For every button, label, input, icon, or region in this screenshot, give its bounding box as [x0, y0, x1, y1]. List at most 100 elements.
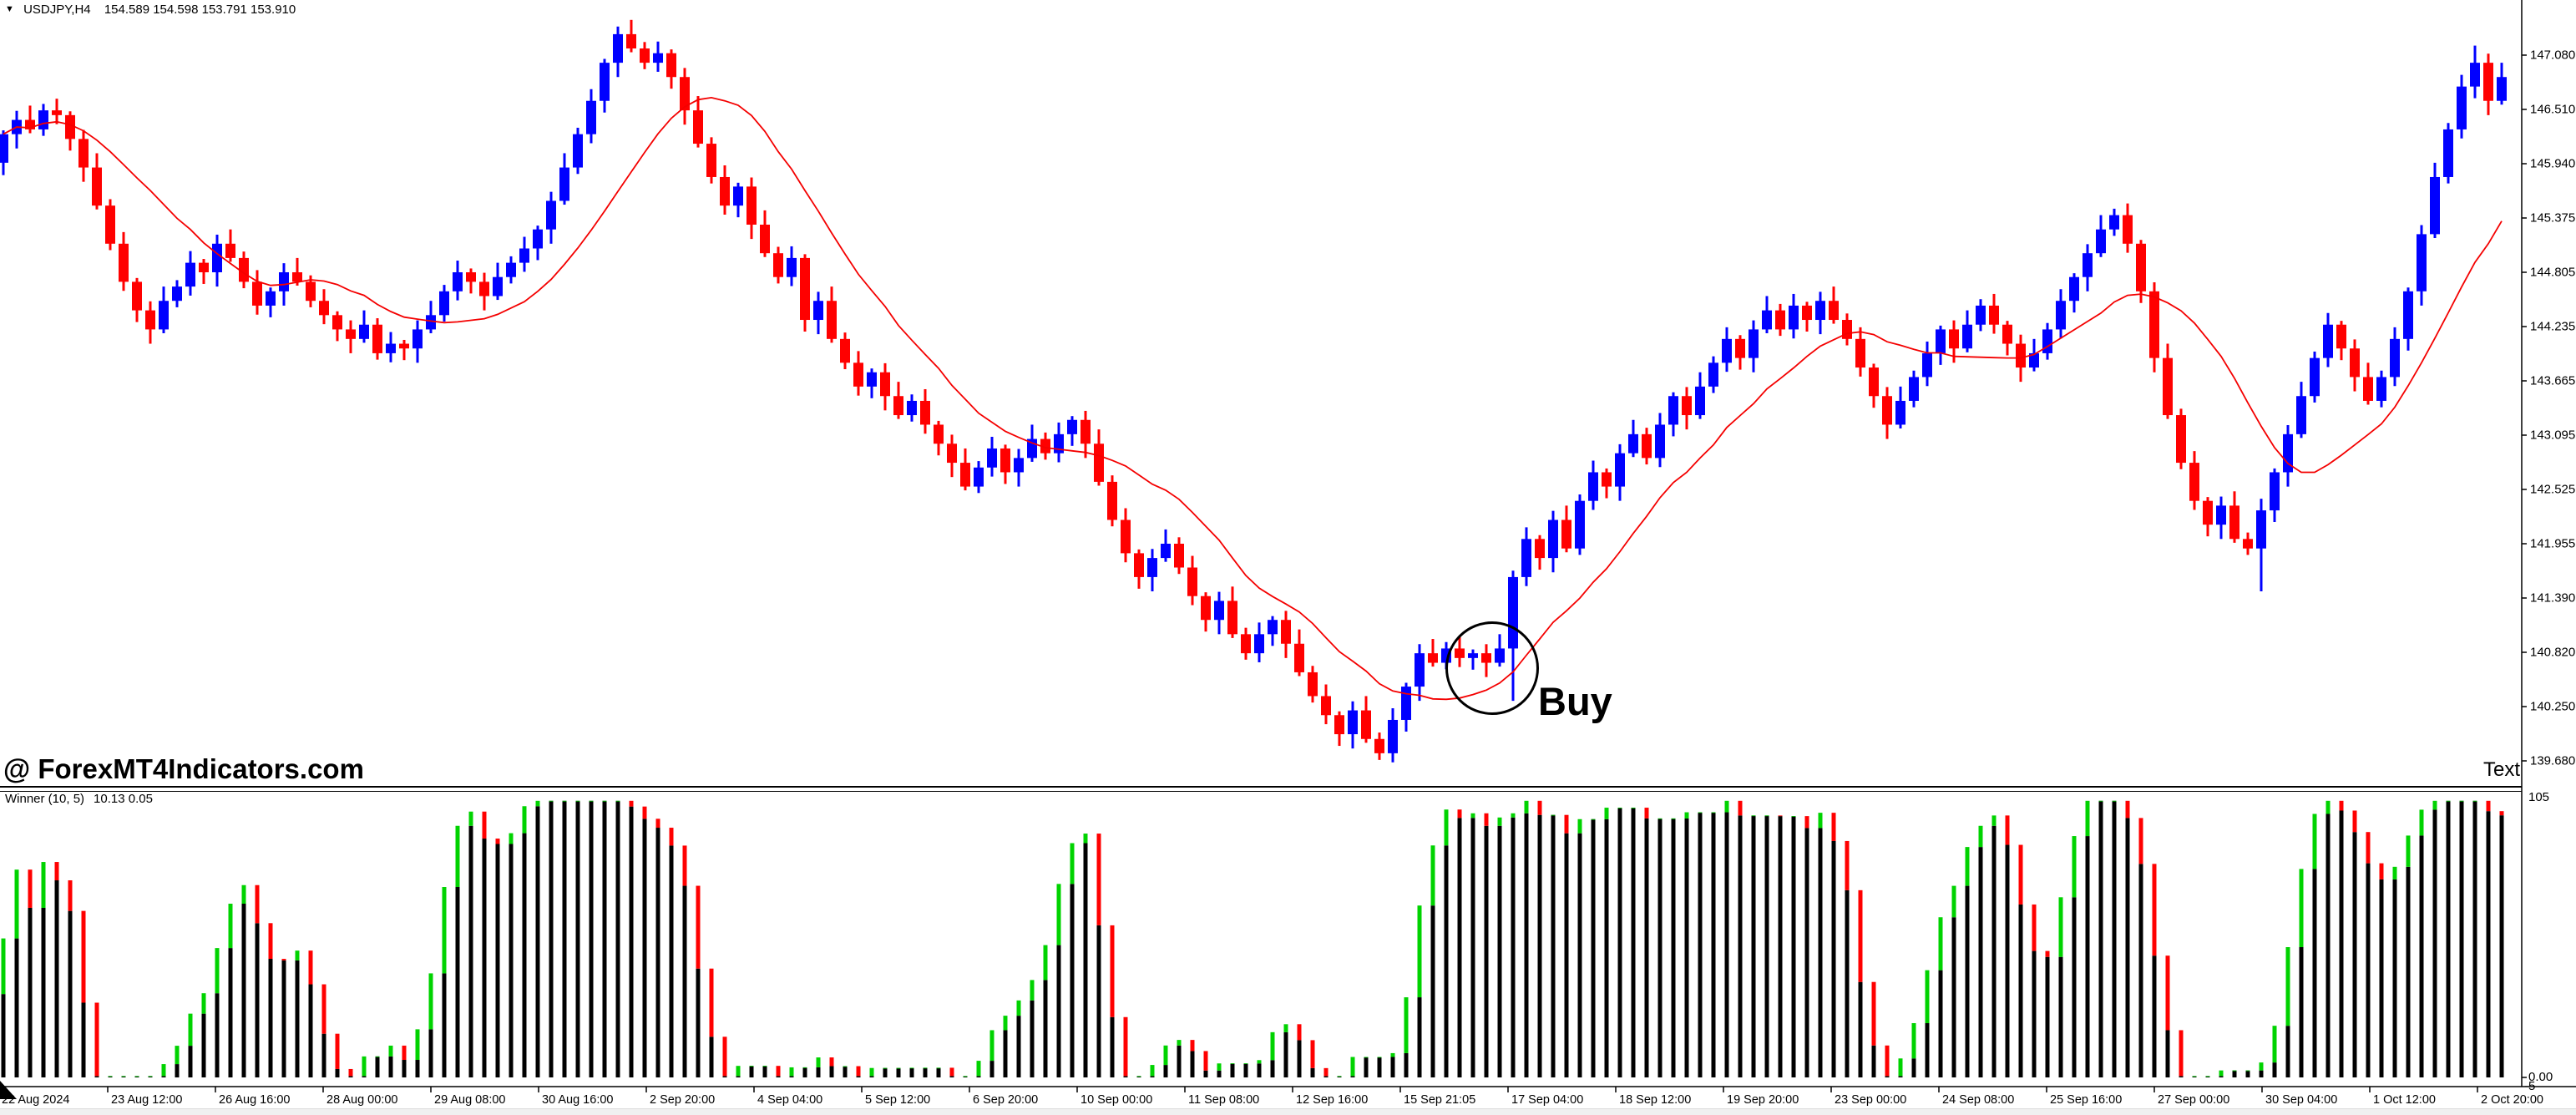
time-axis-label: 10 Sep 00:00: [1081, 1093, 1153, 1107]
indicator-bar-delta: [321, 984, 326, 1034]
indicator-bar-base: [2272, 1062, 2277, 1077]
indicator-bar-base: [642, 819, 647, 1077]
indicator-bar-delta: [642, 806, 647, 819]
indicator-bar-delta: [1644, 808, 1649, 819]
candle-body: [2296, 396, 2306, 434]
indicator-bar-delta: [2098, 800, 2103, 802]
candle-body: [2229, 505, 2239, 540]
candle-body: [386, 343, 396, 353]
indicator-bar-base: [1885, 1076, 1890, 1077]
indicator-bar-base: [1965, 885, 1970, 1077]
indicator-bar-base: [241, 904, 246, 1077]
text-object[interactable]: Text: [2482, 758, 2520, 781]
candle-body: [1829, 301, 1839, 321]
indicator-bar-base: [2098, 800, 2103, 1077]
candle-body: [680, 77, 690, 111]
indicator-bar-delta: [2232, 1070, 2237, 1072]
time-axis-label: 11 Sep 08:00: [1188, 1093, 1260, 1107]
candle-body: [760, 224, 770, 254]
candle-body: [2163, 357, 2173, 416]
indicator-bar-base: [1845, 889, 1850, 1077]
indicator-bar-delta: [522, 806, 527, 834]
indicator-bar-base: [1831, 840, 1836, 1077]
indicator-bar-base: [495, 844, 500, 1077]
indicator-bar-base: [1364, 1057, 1369, 1077]
indicator-bar-base: [2232, 1070, 2237, 1077]
candle-body: [185, 262, 195, 287]
indicator-bar-base: [442, 973, 447, 1077]
indicator-bar-delta: [829, 1057, 834, 1067]
indicator-scale-zero: 0.00: [2528, 1070, 2553, 1084]
indicator-bar-base: [2138, 864, 2143, 1077]
indicator-bar-delta: [1911, 1023, 1916, 1059]
indicator-bar-base: [2072, 897, 2077, 1077]
indicator-bar-base: [1444, 845, 1449, 1077]
panel-separator-line[interactable]: [0, 786, 2522, 788]
indicator-bar-delta: [1951, 885, 1956, 918]
indicator-bar-delta: [54, 862, 59, 881]
candle-body: [1374, 738, 1384, 753]
indicator-bar-base: [1778, 816, 1783, 1077]
indicator-bar-base: [1591, 819, 1596, 1077]
candle-body: [1174, 544, 1184, 568]
indicator-bar-delta: [348, 1068, 353, 1077]
candle-body: [600, 63, 610, 101]
indicator-bar-delta: [1764, 815, 1769, 817]
indicator-bar-base: [1804, 828, 1809, 1077]
indicator-bar-delta: [1377, 1057, 1382, 1058]
indicator-bar-base: [175, 1064, 180, 1077]
indicator-bar-base: [535, 806, 540, 1077]
candle-body: [1187, 567, 1197, 596]
indicator-bar-delta: [1404, 997, 1409, 1053]
indicator-bar-base: [308, 984, 313, 1077]
buy-annotation-circle[interactable]: [1445, 621, 1539, 715]
indicator-bar-base: [1310, 1067, 1315, 1077]
indicator-bar-base: [1511, 817, 1516, 1077]
indicator-bar-base: [2379, 879, 2384, 1077]
indicator-scale-top: 105: [2528, 790, 2550, 804]
indicator-bar-base: [228, 948, 233, 1077]
indicator-bar-delta: [615, 800, 620, 802]
candle-body: [1682, 396, 1692, 416]
indicator-bar-base: [1858, 981, 1863, 1077]
indicator-bar-delta: [1016, 1000, 1021, 1016]
time-axis-label: 12 Sep 16:00: [1296, 1093, 1369, 1107]
indicator-bar-base: [81, 1002, 86, 1077]
indicator-bar-base: [94, 1076, 99, 1077]
price-axis-label: 140.250: [2530, 699, 2576, 714]
indicator-bar-delta: [1150, 1065, 1155, 1077]
price-axis-label: 146.510: [2530, 102, 2576, 117]
indicator-bar-delta: [2138, 818, 2143, 864]
candle-body: [880, 372, 890, 397]
candle-body: [666, 53, 676, 78]
indicator-bar-delta: [1043, 945, 1048, 981]
candle-body: [2443, 129, 2453, 177]
indicator-bar-base: [1070, 884, 1075, 1077]
indicator-bar-base: [14, 938, 19, 1077]
candle-body: [2069, 276, 2079, 302]
time-axis-label: 28 Aug 00:00: [326, 1093, 398, 1107]
indicator-bar-delta: [121, 1076, 126, 1077]
indicator-bar-delta: [295, 950, 300, 960]
scroll-to-end-arrow-icon[interactable]: [0, 1081, 17, 1099]
indicator-bar-delta: [1203, 1051, 1208, 1071]
candle-body: [1134, 553, 1144, 577]
indicator-bar-delta: [2379, 863, 2384, 879]
candle-body: [266, 291, 276, 306]
indicator-bar-delta: [1524, 800, 1529, 813]
indicator-bar-delta: [949, 1067, 954, 1077]
buy-annotation-label[interactable]: Buy: [1538, 679, 1612, 723]
indicator-bar-delta: [1217, 1063, 1222, 1071]
indicator-bar-base: [1764, 815, 1769, 1077]
indicator-bar-base: [1083, 843, 1088, 1077]
indicator-bar-base: [829, 1066, 834, 1077]
indicator-bar-base: [1150, 1076, 1155, 1077]
time-axis-label: 17 Sep 04:00: [1511, 1093, 1584, 1107]
indicator-bar-base: [268, 959, 273, 1077]
indicator-bar-base: [2032, 950, 2037, 1077]
indicator-bar-base: [2018, 904, 2023, 1077]
indicator-bar-base: [201, 1013, 206, 1077]
indicator-bar-delta: [1430, 845, 1435, 906]
candle-body: [773, 253, 783, 277]
candle-body: [1989, 305, 1999, 325]
